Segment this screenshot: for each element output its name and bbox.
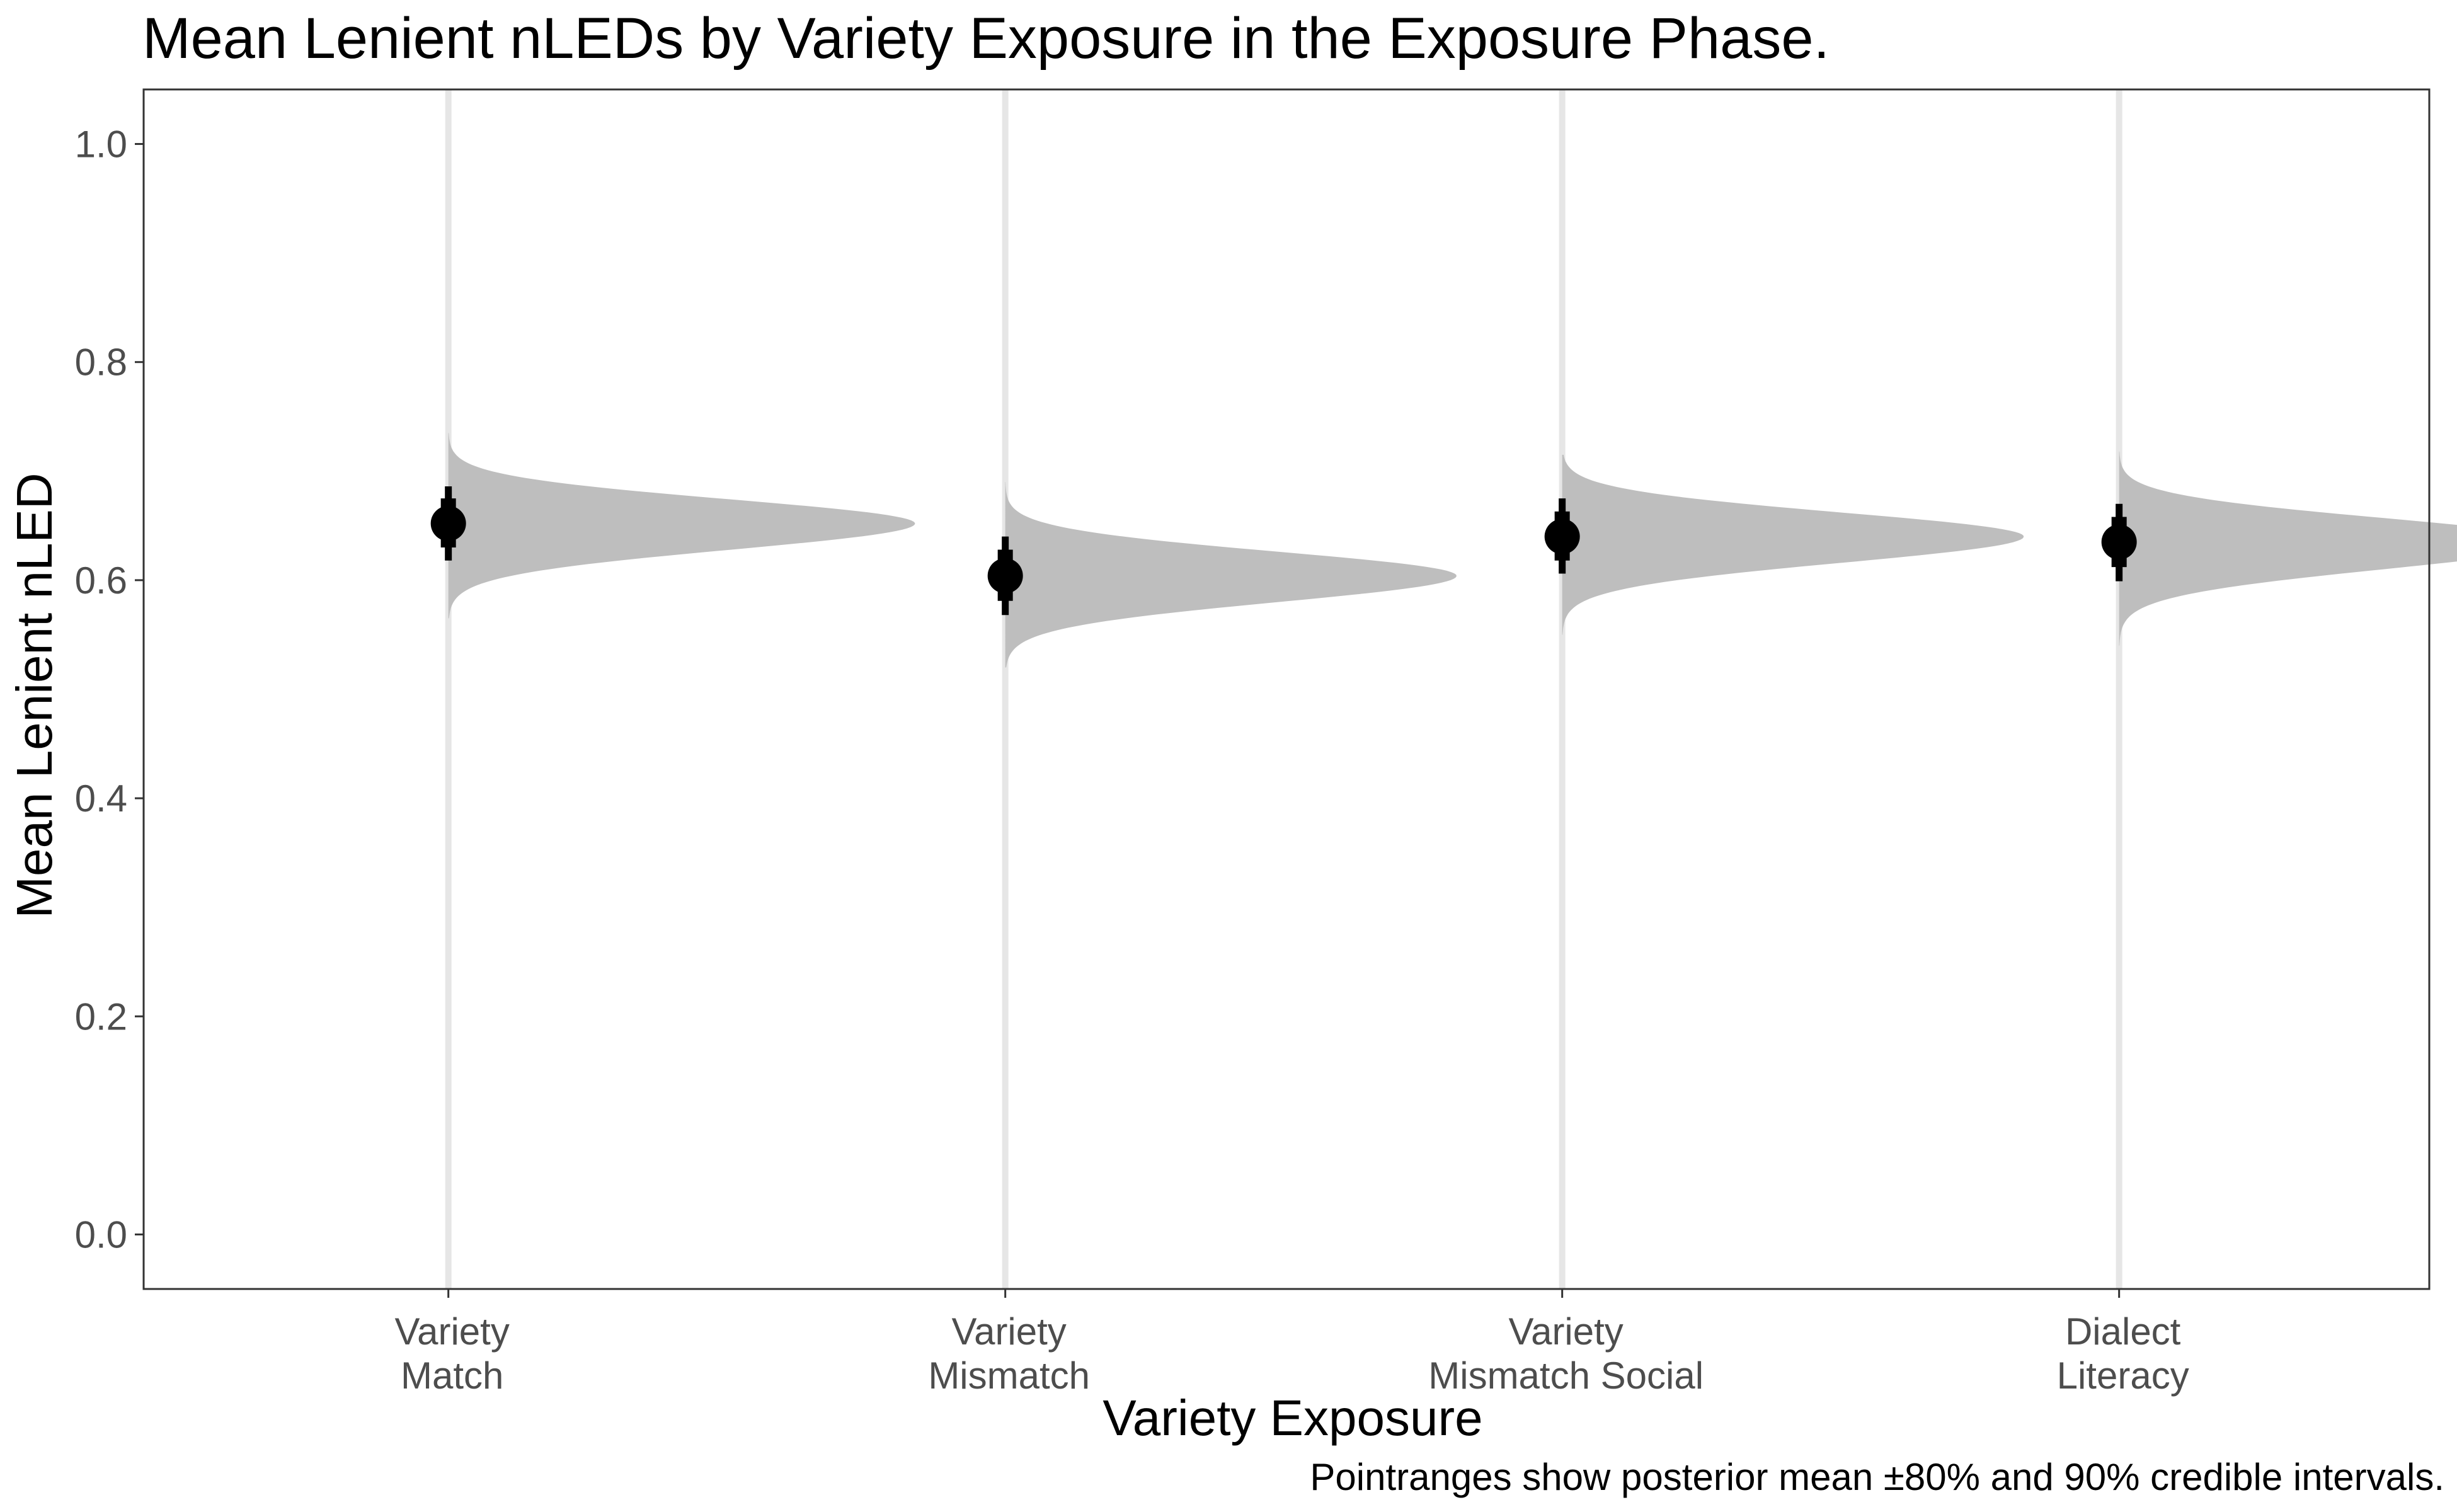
x-tick-label-dialect-literacy: Dialect Literacy xyxy=(2057,1310,2189,1397)
panel-border xyxy=(142,88,2431,1290)
x-tick-label-line: Dialect xyxy=(2065,1310,2181,1353)
mean-point-variety-mismatch-social xyxy=(1544,518,1580,554)
x-axis-title: Variety Exposure xyxy=(1102,1390,1482,1446)
mean-point-variety-mismatch xyxy=(987,558,1023,593)
y-tick-label-2: 0.4 xyxy=(75,777,127,820)
x-tick-label-line: Match xyxy=(401,1354,503,1397)
posterior-density-variety-mismatch-social xyxy=(1562,454,2024,635)
x-tick-label-line: Variety xyxy=(1509,1310,1624,1353)
mean-point-variety-match xyxy=(430,505,466,541)
y-tick-label-5: 1.0 xyxy=(75,123,127,166)
posterior-density-variety-match xyxy=(448,433,915,619)
x-tick-label-line: Variety xyxy=(395,1310,510,1353)
chart-title: Mean Lenient nLEDs by Variety Exposure i… xyxy=(142,6,1830,71)
x-tick-label-line: Literacy xyxy=(2057,1354,2189,1397)
plot-panel xyxy=(430,89,2457,1289)
y-tick-label-1: 0.2 xyxy=(75,995,127,1038)
posterior-density-variety-mismatch xyxy=(1005,482,1457,668)
y-tick-label-4: 0.8 xyxy=(75,341,127,384)
x-tick-label-line: Mismatch Social xyxy=(1428,1354,1704,1397)
x-tick-label-variety-mismatch: Variety Mismatch xyxy=(928,1310,1090,1397)
y-axis-title: Mean Lenient nLED xyxy=(6,472,62,918)
x-tick-label-variety-mismatch-social: Variety Mismatch Social xyxy=(1428,1310,1704,1397)
y-tick-label-0: 0.0 xyxy=(75,1213,127,1256)
mean-point-dialect-literacy xyxy=(2101,524,2137,560)
y-axis: 0.0 0.2 0.4 0.6 0.8 1.0 xyxy=(75,123,144,1256)
y-tick-label-3: 0.6 xyxy=(75,559,127,602)
x-tick-label-line: Variety xyxy=(952,1310,1067,1353)
posterior-density-dialect-literacy xyxy=(2119,451,2457,646)
x-tick-label-line: Mismatch xyxy=(928,1354,1090,1397)
chart-caption: Pointranges show posterior mean ±80% and… xyxy=(1310,1456,2444,1498)
x-tick-label-variety-match: Variety Match xyxy=(395,1310,510,1397)
